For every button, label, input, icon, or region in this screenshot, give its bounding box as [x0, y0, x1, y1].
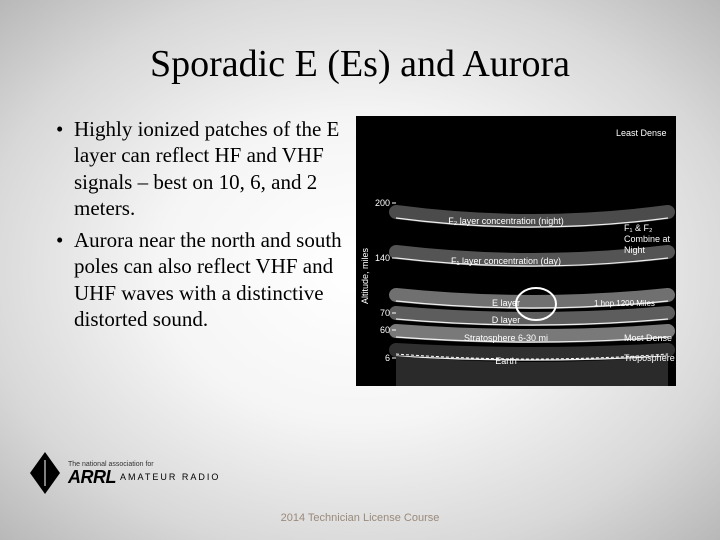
- svg-text:Most Dense: Most Dense: [624, 333, 672, 343]
- svg-text:Least Dense: Least Dense: [616, 128, 667, 138]
- svg-text:Altitude, miles: Altitude, miles: [360, 247, 370, 304]
- logo-brand: ARRLAMATEUR RADIO: [68, 468, 220, 486]
- svg-text:Combine at: Combine at: [624, 234, 671, 244]
- svg-text:6: 6: [385, 353, 390, 363]
- bullet-item: Aurora near the north and south poles ca…: [56, 227, 346, 332]
- arrl-logo: The national association for ARRLAMATEUR…: [30, 452, 220, 494]
- svg-text:60: 60: [380, 325, 390, 335]
- svg-text:1 hop 1200 Miles: 1 hop 1200 Miles: [594, 299, 655, 308]
- atmosphere-diagram: F₂ layer concentration (night) F₁ layer c…: [356, 116, 680, 386]
- svg-text:Earth: Earth: [495, 356, 517, 366]
- svg-text:D layer: D layer: [492, 315, 521, 325]
- svg-text:Stratosphere 6-30 mi: Stratosphere 6-30 mi: [464, 333, 548, 343]
- slide-title: Sporadic E (Es) and Aurora: [0, 0, 720, 116]
- svg-text:F₁ layer concentration (day): F₁ layer concentration (day): [451, 256, 561, 266]
- svg-text:140: 140: [375, 253, 390, 263]
- svg-text:200: 200: [375, 198, 390, 208]
- bullet-list: Highly ionized patches of the E layer ca…: [56, 116, 346, 386]
- svg-text:F₂ layer concentration (night): F₂ layer concentration (night): [448, 216, 564, 226]
- logo-diamond-icon: [30, 452, 60, 494]
- svg-text:Night: Night: [624, 245, 646, 255]
- content-row: Highly ionized patches of the E layer ca…: [0, 116, 720, 386]
- bullet-item: Highly ionized patches of the E layer ca…: [56, 116, 346, 221]
- svg-text:70: 70: [380, 308, 390, 318]
- footer-text: 2014 Technician License Course: [0, 512, 720, 524]
- svg-text:Troposphere: Troposphere: [624, 353, 675, 363]
- svg-text:F₁ & F₂: F₁ & F₂: [624, 223, 653, 233]
